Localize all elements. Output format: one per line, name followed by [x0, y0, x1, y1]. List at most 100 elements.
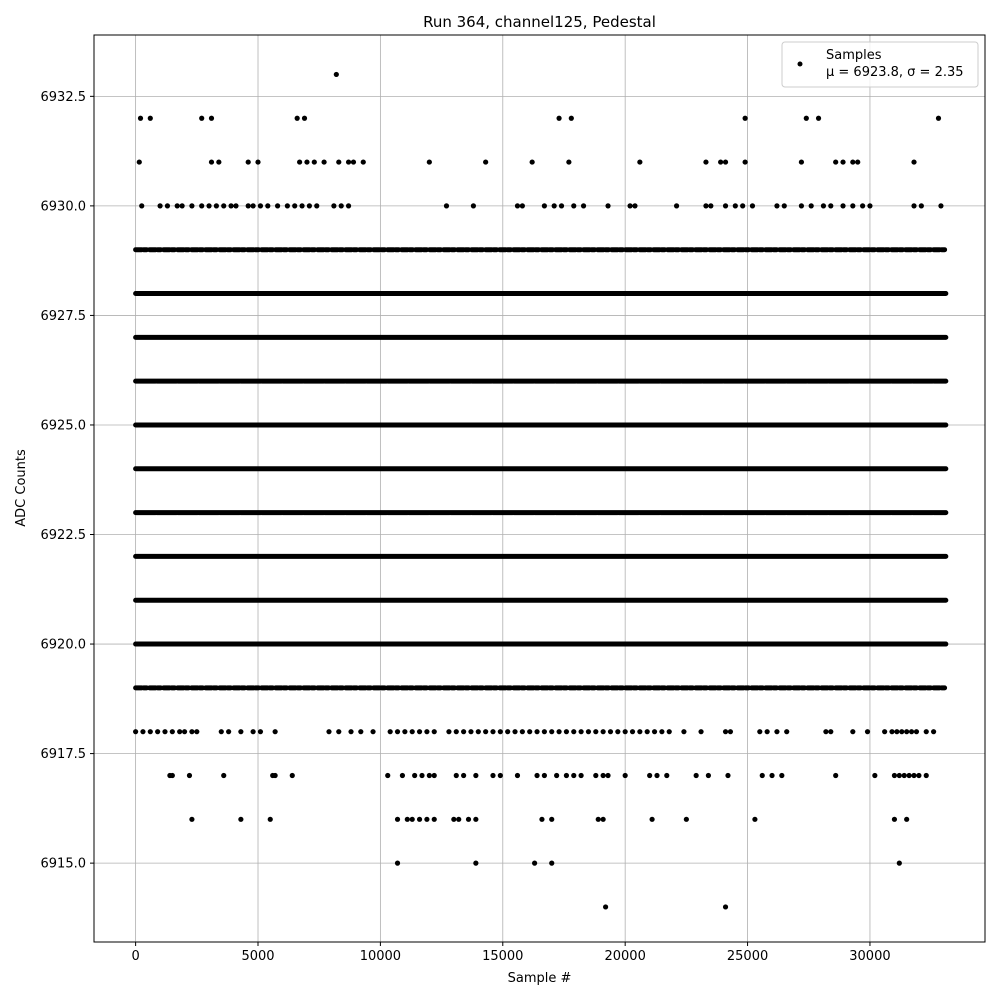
sample-point	[558, 203, 565, 209]
sample-point	[722, 729, 729, 735]
sample-point	[864, 729, 871, 735]
sample-point	[769, 772, 775, 779]
sample-point	[850, 729, 856, 735]
sample-point	[213, 203, 219, 209]
sample-point	[600, 816, 606, 822]
sample-point	[649, 816, 655, 822]
sample-point	[840, 203, 846, 209]
sample-point	[571, 729, 577, 735]
sample-point	[916, 772, 922, 779]
sample-point	[637, 729, 643, 735]
sample-point	[419, 772, 425, 779]
sample-point	[164, 203, 171, 209]
sample-point	[179, 203, 185, 209]
sample-point	[470, 203, 477, 209]
sample-point	[872, 772, 878, 779]
sample-point	[218, 729, 224, 735]
x-tick-label: 25000	[727, 949, 768, 964]
sample-point	[443, 203, 450, 209]
sample-point	[891, 816, 898, 822]
sample-point	[595, 816, 601, 822]
sample-point	[693, 772, 699, 779]
sample-point	[497, 729, 503, 735]
sample-point	[629, 729, 636, 735]
sample-point	[465, 816, 472, 822]
sample-point	[828, 729, 834, 735]
x-tick-label: 5000	[241, 949, 274, 964]
sample-point	[904, 816, 910, 822]
sample-point	[490, 772, 496, 779]
sample-point	[718, 159, 724, 165]
sample-point	[923, 772, 929, 779]
sample-point	[431, 729, 437, 735]
sample-point	[722, 203, 729, 209]
sample-point	[519, 203, 525, 209]
sample-point	[703, 203, 709, 209]
sample-point	[600, 772, 606, 779]
sample-point	[289, 772, 295, 779]
grid-lines	[94, 35, 985, 942]
sample-point	[250, 203, 256, 209]
sample-point	[208, 115, 215, 121]
sample-point	[815, 115, 822, 121]
sample-point	[181, 729, 188, 735]
sample-point	[563, 729, 570, 735]
sample-point	[534, 772, 540, 779]
sample-point	[703, 159, 709, 165]
legend: Samples μ = 6923.8, σ = 2.35	[781, 41, 979, 88]
sample-point	[527, 729, 533, 735]
sample-point	[889, 729, 895, 735]
sample-point	[265, 203, 271, 209]
sample-point	[918, 203, 924, 209]
sample-point	[891, 772, 898, 779]
sample-point	[722, 904, 729, 910]
sample-point	[666, 729, 672, 735]
sample-point	[426, 772, 432, 779]
sample-point	[578, 729, 584, 735]
sample-point	[896, 772, 902, 779]
sample-point	[798, 203, 805, 209]
sample-point	[632, 203, 638, 209]
sample-point	[850, 159, 856, 165]
sample-point	[867, 203, 873, 209]
sample-point	[840, 159, 846, 165]
sample-point	[157, 203, 163, 209]
sample-point	[189, 203, 195, 209]
sample-point	[453, 729, 459, 735]
sample-point	[568, 115, 574, 121]
sample-point	[894, 729, 900, 735]
sample-point	[321, 159, 327, 165]
sample-point	[233, 203, 239, 209]
sample-point	[394, 729, 401, 735]
sample-point	[514, 203, 521, 209]
sample-point	[431, 816, 437, 822]
sample-point	[358, 729, 364, 735]
sample-point	[345, 159, 352, 165]
y-tick-label: 6920.0	[41, 638, 87, 653]
sample-point	[901, 772, 907, 779]
sample-point	[409, 816, 415, 822]
sample-point	[284, 203, 290, 209]
sample-point	[519, 729, 525, 735]
sample-point	[732, 203, 738, 209]
sample-point	[336, 729, 342, 735]
sample-point	[585, 729, 592, 735]
sample-point	[186, 772, 193, 779]
sample-point	[208, 159, 215, 165]
legend-stats-label: μ = 6923.8, σ = 2.35	[826, 65, 964, 80]
sample-point	[602, 904, 609, 910]
sample-point	[387, 729, 393, 735]
sample-point	[882, 729, 888, 735]
sample-point	[911, 772, 917, 779]
sample-point	[563, 772, 570, 779]
legend-series-label: Samples	[826, 48, 882, 63]
sample-point	[541, 203, 547, 209]
sample-point	[314, 203, 320, 209]
sample-point	[473, 860, 479, 866]
sample-point	[913, 729, 920, 735]
x-tick-label: 30000	[849, 949, 890, 964]
sample-point	[473, 816, 479, 822]
chart-title: Run 364, channel125, Pedestal	[423, 13, 656, 31]
sample-point	[855, 159, 861, 165]
sample-point	[385, 772, 391, 779]
